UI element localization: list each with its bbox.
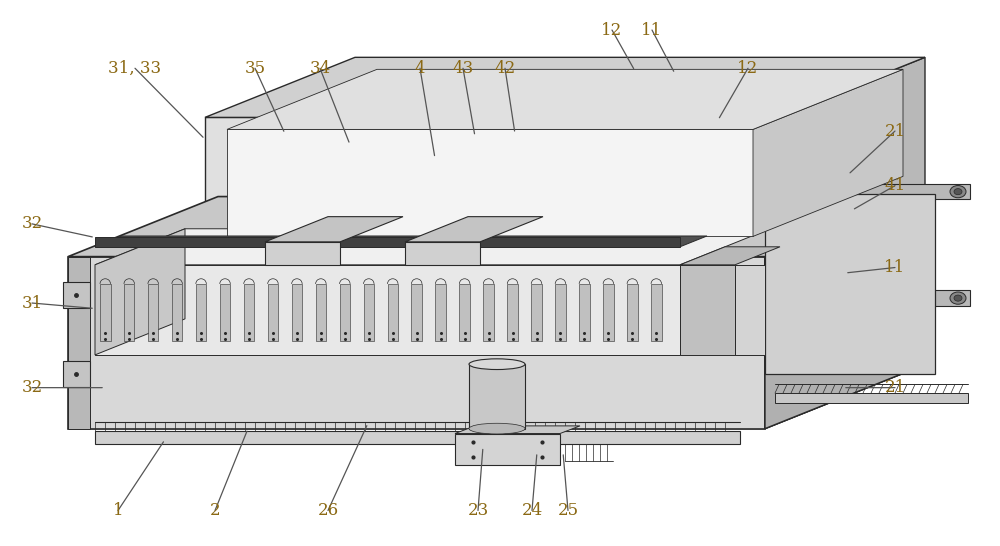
Polygon shape [483, 284, 494, 341]
Text: 23: 23 [467, 502, 489, 519]
Bar [775, 393, 968, 403]
Polygon shape [205, 57, 925, 117]
Polygon shape [172, 284, 182, 341]
Text: 12: 12 [601, 21, 623, 39]
Polygon shape [220, 284, 230, 341]
Text: 21: 21 [884, 379, 906, 396]
Bar [95, 431, 740, 444]
Text: 11: 11 [884, 259, 906, 276]
Polygon shape [244, 284, 254, 341]
Polygon shape [265, 242, 340, 265]
Text: 24: 24 [521, 502, 543, 519]
Polygon shape [148, 284, 158, 341]
Polygon shape [455, 426, 580, 434]
Polygon shape [507, 284, 518, 341]
Polygon shape [680, 247, 780, 265]
Ellipse shape [954, 295, 962, 301]
Text: 4: 4 [415, 60, 425, 77]
Polygon shape [388, 284, 398, 341]
Text: 2: 2 [210, 502, 220, 519]
Polygon shape [205, 188, 925, 248]
Polygon shape [680, 265, 735, 355]
Text: 34: 34 [309, 60, 331, 77]
Polygon shape [411, 284, 422, 341]
Polygon shape [63, 282, 90, 308]
Text: 26: 26 [317, 502, 339, 519]
Text: 21: 21 [884, 122, 906, 140]
Polygon shape [95, 265, 680, 355]
Polygon shape [765, 197, 915, 429]
Polygon shape [765, 194, 935, 374]
Ellipse shape [469, 359, 525, 370]
Polygon shape [196, 284, 206, 341]
Polygon shape [268, 284, 278, 341]
Polygon shape [316, 284, 326, 341]
Polygon shape [227, 129, 753, 236]
Polygon shape [68, 197, 915, 257]
Text: 12: 12 [737, 60, 759, 77]
Text: 31, 33: 31, 33 [108, 60, 162, 77]
Polygon shape [735, 265, 765, 355]
Bar [95, 237, 680, 247]
Text: 25: 25 [557, 502, 579, 519]
Bar [778, 184, 970, 199]
Text: 43: 43 [452, 60, 474, 77]
Polygon shape [405, 217, 543, 242]
Polygon shape [405, 242, 480, 265]
Ellipse shape [950, 186, 966, 198]
Bar [778, 290, 970, 306]
Ellipse shape [469, 423, 525, 434]
Polygon shape [775, 57, 925, 248]
Polygon shape [205, 117, 775, 248]
Polygon shape [292, 284, 302, 341]
Polygon shape [95, 236, 707, 247]
Polygon shape [459, 284, 470, 341]
Ellipse shape [954, 188, 962, 195]
Polygon shape [435, 284, 446, 341]
Text: 31: 31 [21, 294, 43, 312]
Ellipse shape [950, 292, 966, 304]
Polygon shape [627, 284, 638, 341]
Polygon shape [124, 284, 134, 341]
Polygon shape [100, 284, 110, 341]
Polygon shape [765, 197, 915, 429]
Polygon shape [651, 284, 662, 341]
Polygon shape [340, 284, 350, 341]
Polygon shape [227, 69, 903, 129]
Text: 35: 35 [244, 60, 266, 77]
Polygon shape [265, 217, 403, 242]
Text: 11: 11 [641, 21, 663, 39]
Polygon shape [603, 284, 614, 341]
Text: 1: 1 [113, 502, 123, 519]
Polygon shape [63, 361, 90, 387]
Polygon shape [68, 257, 90, 429]
Polygon shape [555, 284, 566, 341]
Bar [469, 364, 525, 429]
Polygon shape [95, 229, 770, 265]
Polygon shape [753, 69, 903, 236]
Polygon shape [68, 257, 765, 429]
Polygon shape [364, 284, 374, 341]
Polygon shape [95, 229, 185, 355]
Text: 32: 32 [21, 215, 43, 233]
Polygon shape [579, 284, 590, 341]
Polygon shape [68, 369, 915, 429]
Text: 41: 41 [884, 177, 906, 194]
Polygon shape [531, 284, 542, 341]
Text: 42: 42 [494, 60, 516, 77]
Bar [455, 434, 560, 465]
Text: 32: 32 [21, 379, 43, 396]
